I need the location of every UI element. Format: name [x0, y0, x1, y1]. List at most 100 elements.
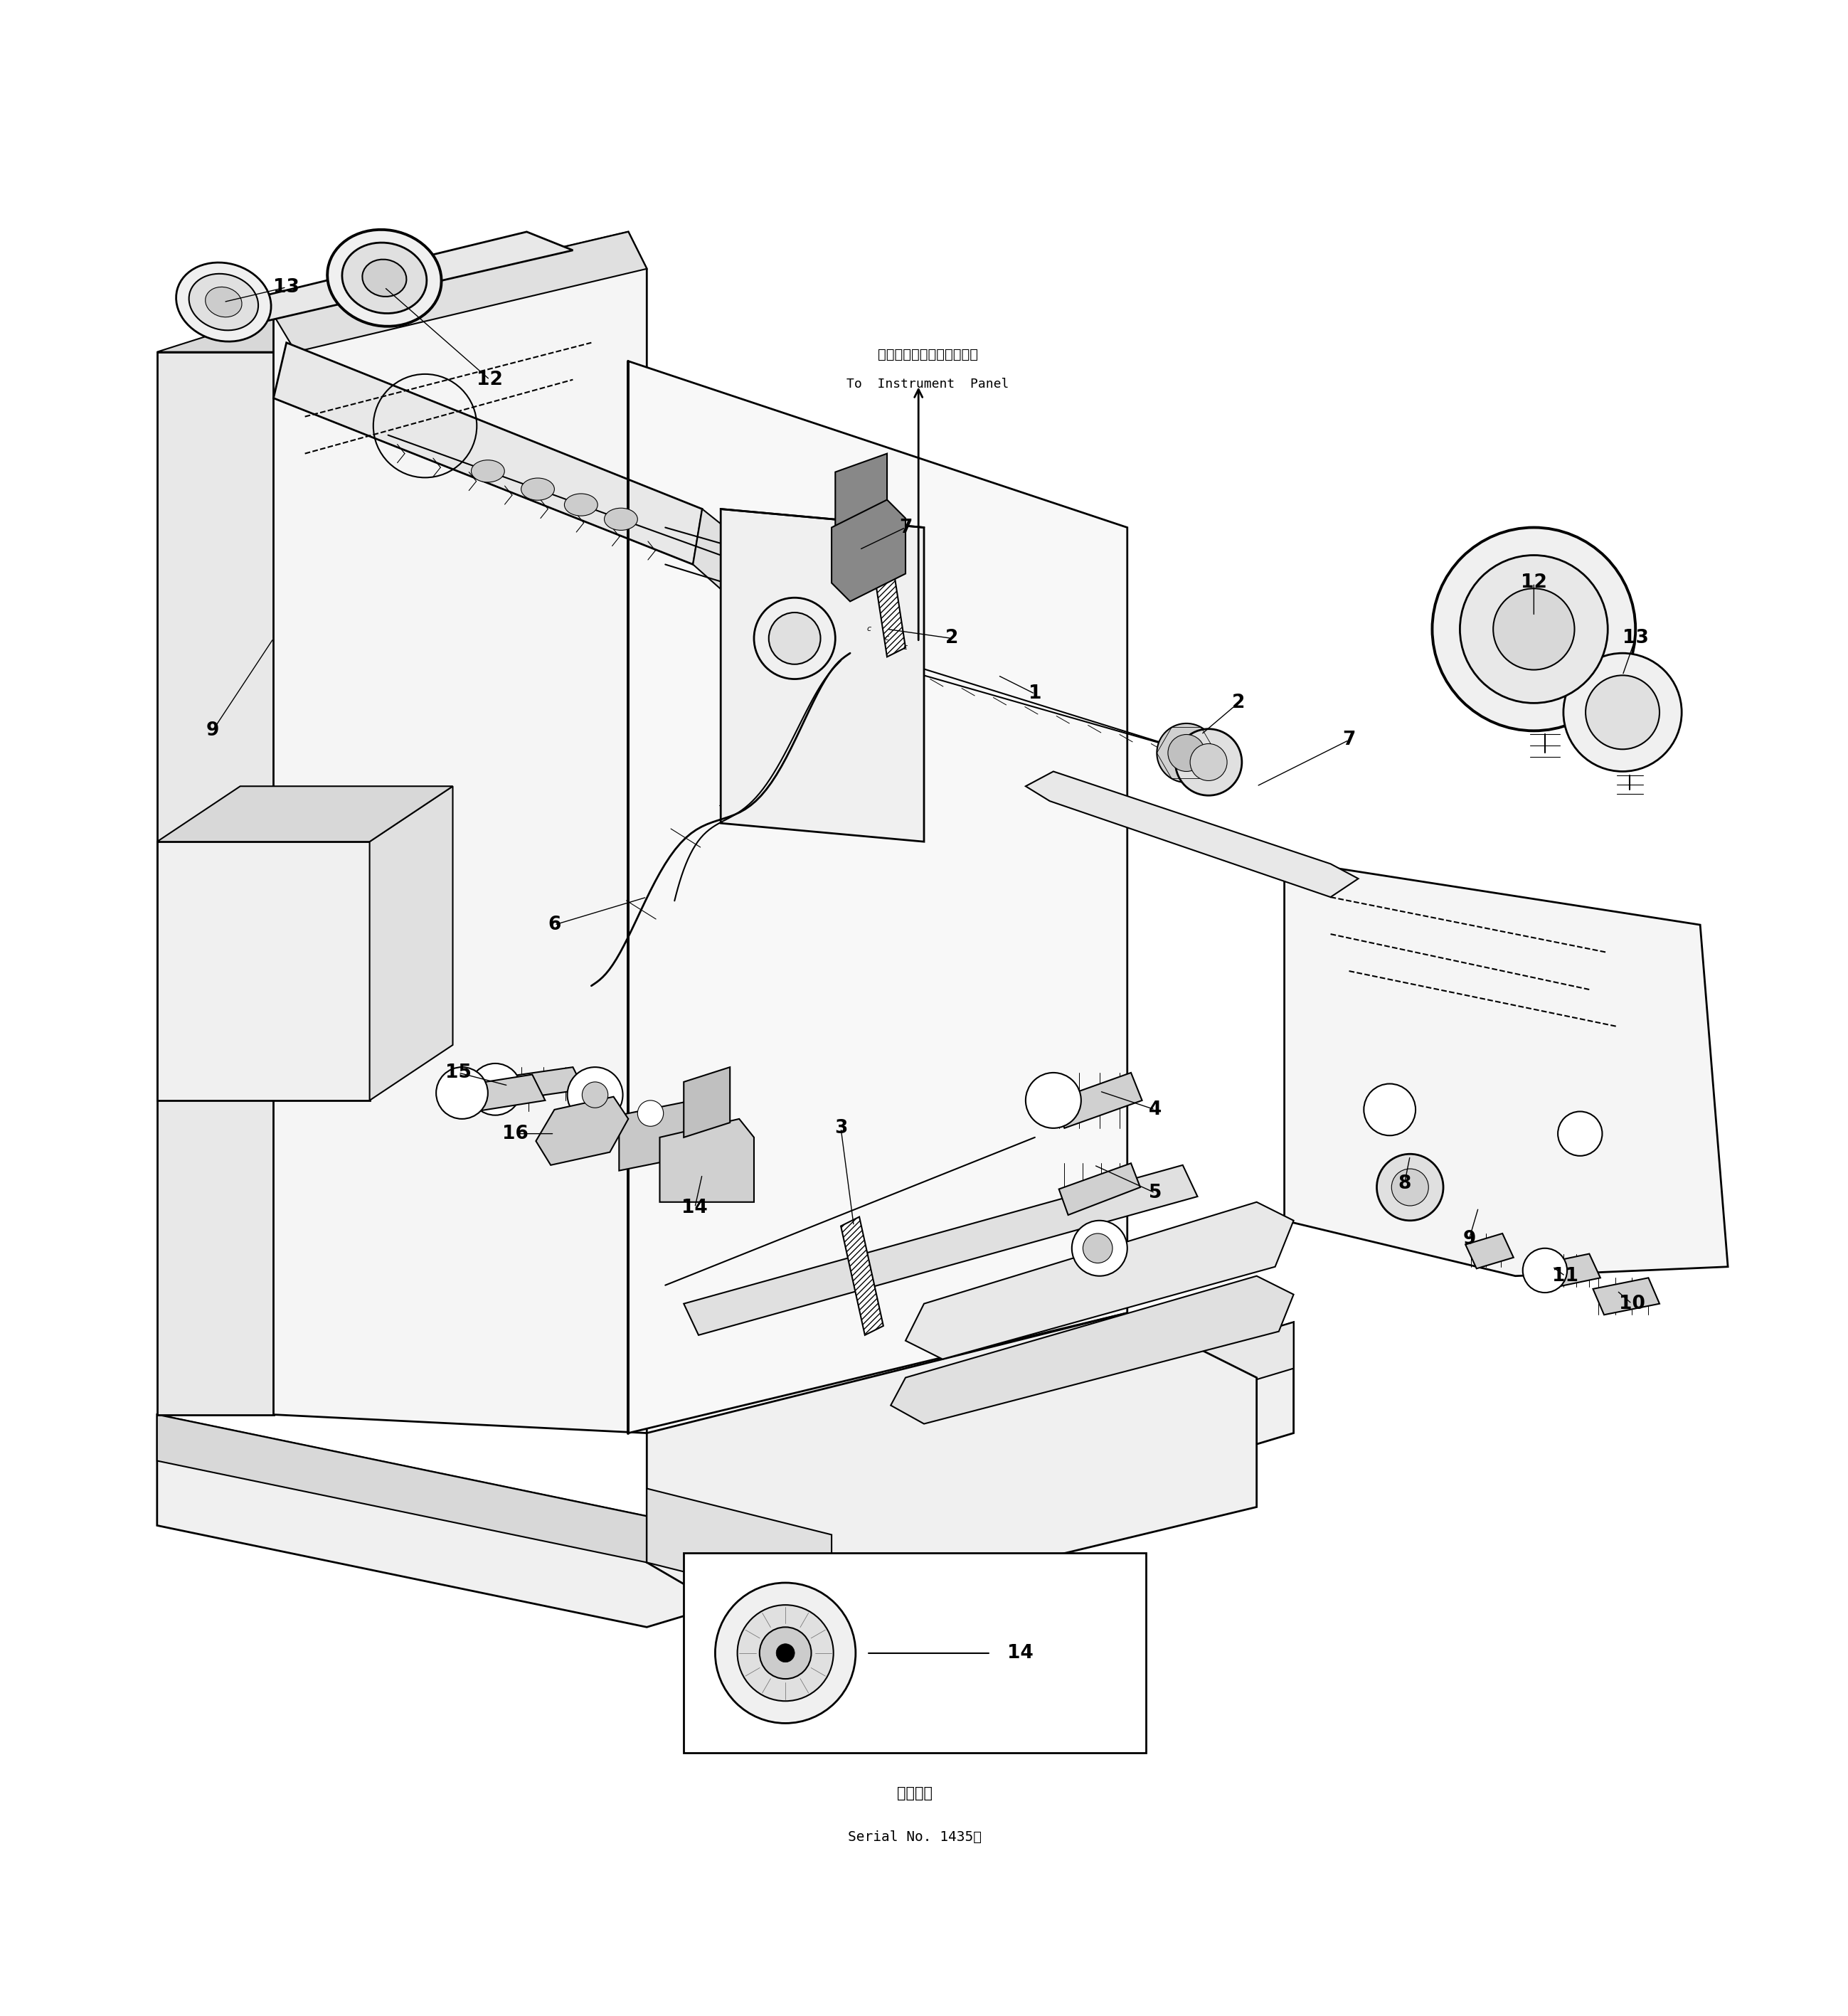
- Circle shape: [769, 613, 821, 663]
- Text: 12: 12: [1521, 575, 1547, 593]
- Polygon shape: [1465, 1234, 1514, 1268]
- Circle shape: [1168, 734, 1205, 772]
- Text: 適用号機: 適用号機: [896, 1786, 933, 1800]
- Circle shape: [436, 1066, 488, 1119]
- Polygon shape: [1284, 861, 1728, 1276]
- Polygon shape: [1593, 1278, 1660, 1314]
- Polygon shape: [157, 841, 370, 1101]
- Polygon shape: [157, 786, 453, 841]
- Text: 7: 7: [898, 518, 913, 536]
- Circle shape: [1386, 1175, 1423, 1212]
- Text: 13: 13: [274, 278, 299, 296]
- Circle shape: [754, 597, 835, 679]
- Circle shape: [715, 1583, 856, 1724]
- Ellipse shape: [564, 494, 597, 516]
- Polygon shape: [274, 232, 647, 1433]
- Polygon shape: [647, 1488, 832, 1609]
- Polygon shape: [841, 1218, 883, 1335]
- Circle shape: [1157, 724, 1216, 782]
- Ellipse shape: [327, 230, 442, 327]
- Polygon shape: [274, 343, 702, 564]
- Text: 4: 4: [1148, 1101, 1162, 1119]
- Polygon shape: [647, 1322, 1294, 1562]
- Circle shape: [1493, 589, 1574, 669]
- Circle shape: [1377, 1153, 1443, 1220]
- Text: 1: 1: [1027, 685, 1042, 704]
- Circle shape: [582, 1083, 608, 1109]
- Circle shape: [1190, 744, 1227, 780]
- Text: 6: 6: [547, 915, 562, 933]
- Ellipse shape: [205, 286, 242, 317]
- Polygon shape: [619, 1101, 693, 1171]
- Text: 2: 2: [944, 629, 959, 647]
- Circle shape: [1392, 1169, 1429, 1206]
- Polygon shape: [274, 232, 647, 353]
- Polygon shape: [1059, 1163, 1140, 1216]
- Circle shape: [469, 1064, 521, 1115]
- Polygon shape: [1026, 772, 1358, 897]
- Circle shape: [1460, 554, 1608, 704]
- Ellipse shape: [521, 478, 554, 500]
- Polygon shape: [721, 508, 924, 841]
- Polygon shape: [628, 361, 1127, 1433]
- Polygon shape: [684, 1066, 730, 1137]
- Polygon shape: [891, 1276, 1294, 1423]
- Polygon shape: [854, 1558, 942, 1704]
- Text: 2: 2: [1231, 694, 1246, 712]
- Circle shape: [1072, 1220, 1127, 1276]
- Polygon shape: [462, 1075, 545, 1111]
- Circle shape: [1523, 1248, 1567, 1292]
- Ellipse shape: [176, 262, 272, 341]
- Polygon shape: [647, 1312, 1257, 1627]
- Text: 10: 10: [1619, 1294, 1645, 1312]
- Polygon shape: [1545, 1254, 1600, 1286]
- Polygon shape: [157, 1415, 647, 1562]
- Text: 8: 8: [1397, 1175, 1412, 1193]
- Text: c: c: [867, 625, 870, 633]
- Polygon shape: [495, 1066, 584, 1101]
- Text: Serial No. 1435～: Serial No. 1435～: [848, 1831, 981, 1845]
- Polygon shape: [660, 1119, 754, 1202]
- Text: 3: 3: [833, 1119, 848, 1137]
- Ellipse shape: [342, 242, 427, 312]
- Text: c: c: [885, 635, 889, 641]
- Text: 14: 14: [682, 1198, 708, 1218]
- Circle shape: [1175, 730, 1242, 796]
- Circle shape: [1586, 675, 1660, 750]
- Polygon shape: [906, 1202, 1294, 1359]
- Polygon shape: [693, 508, 795, 639]
- Text: 9: 9: [205, 722, 220, 740]
- Text: 14: 14: [1007, 1643, 1033, 1663]
- Polygon shape: [832, 500, 906, 601]
- Text: c: c: [904, 643, 907, 651]
- Ellipse shape: [471, 460, 505, 482]
- Polygon shape: [684, 1165, 1198, 1335]
- Circle shape: [1026, 1073, 1081, 1129]
- Text: 12: 12: [477, 371, 503, 389]
- Circle shape: [737, 1605, 833, 1702]
- Text: 13: 13: [1623, 629, 1648, 647]
- Text: インスツルメントパネルへ: インスツルメントパネルへ: [878, 347, 978, 361]
- Text: 16: 16: [503, 1125, 529, 1143]
- Circle shape: [1083, 1234, 1112, 1264]
- Polygon shape: [185, 232, 573, 333]
- Text: 9: 9: [1462, 1230, 1477, 1248]
- Polygon shape: [157, 314, 388, 353]
- FancyBboxPatch shape: [684, 1552, 1146, 1752]
- Polygon shape: [835, 454, 887, 528]
- Circle shape: [1563, 653, 1682, 772]
- Circle shape: [1432, 528, 1635, 730]
- Circle shape: [760, 1627, 811, 1679]
- Polygon shape: [185, 278, 262, 325]
- Text: 7: 7: [1342, 730, 1356, 750]
- Ellipse shape: [604, 508, 638, 530]
- Polygon shape: [1053, 1073, 1142, 1129]
- Circle shape: [1558, 1111, 1602, 1155]
- Polygon shape: [370, 786, 453, 1101]
- Circle shape: [638, 1101, 663, 1127]
- Text: 11: 11: [1552, 1266, 1578, 1286]
- Ellipse shape: [362, 260, 407, 296]
- Text: To  Instrument  Panel: To Instrument Panel: [846, 377, 1009, 391]
- Ellipse shape: [188, 274, 259, 331]
- Polygon shape: [536, 1097, 628, 1165]
